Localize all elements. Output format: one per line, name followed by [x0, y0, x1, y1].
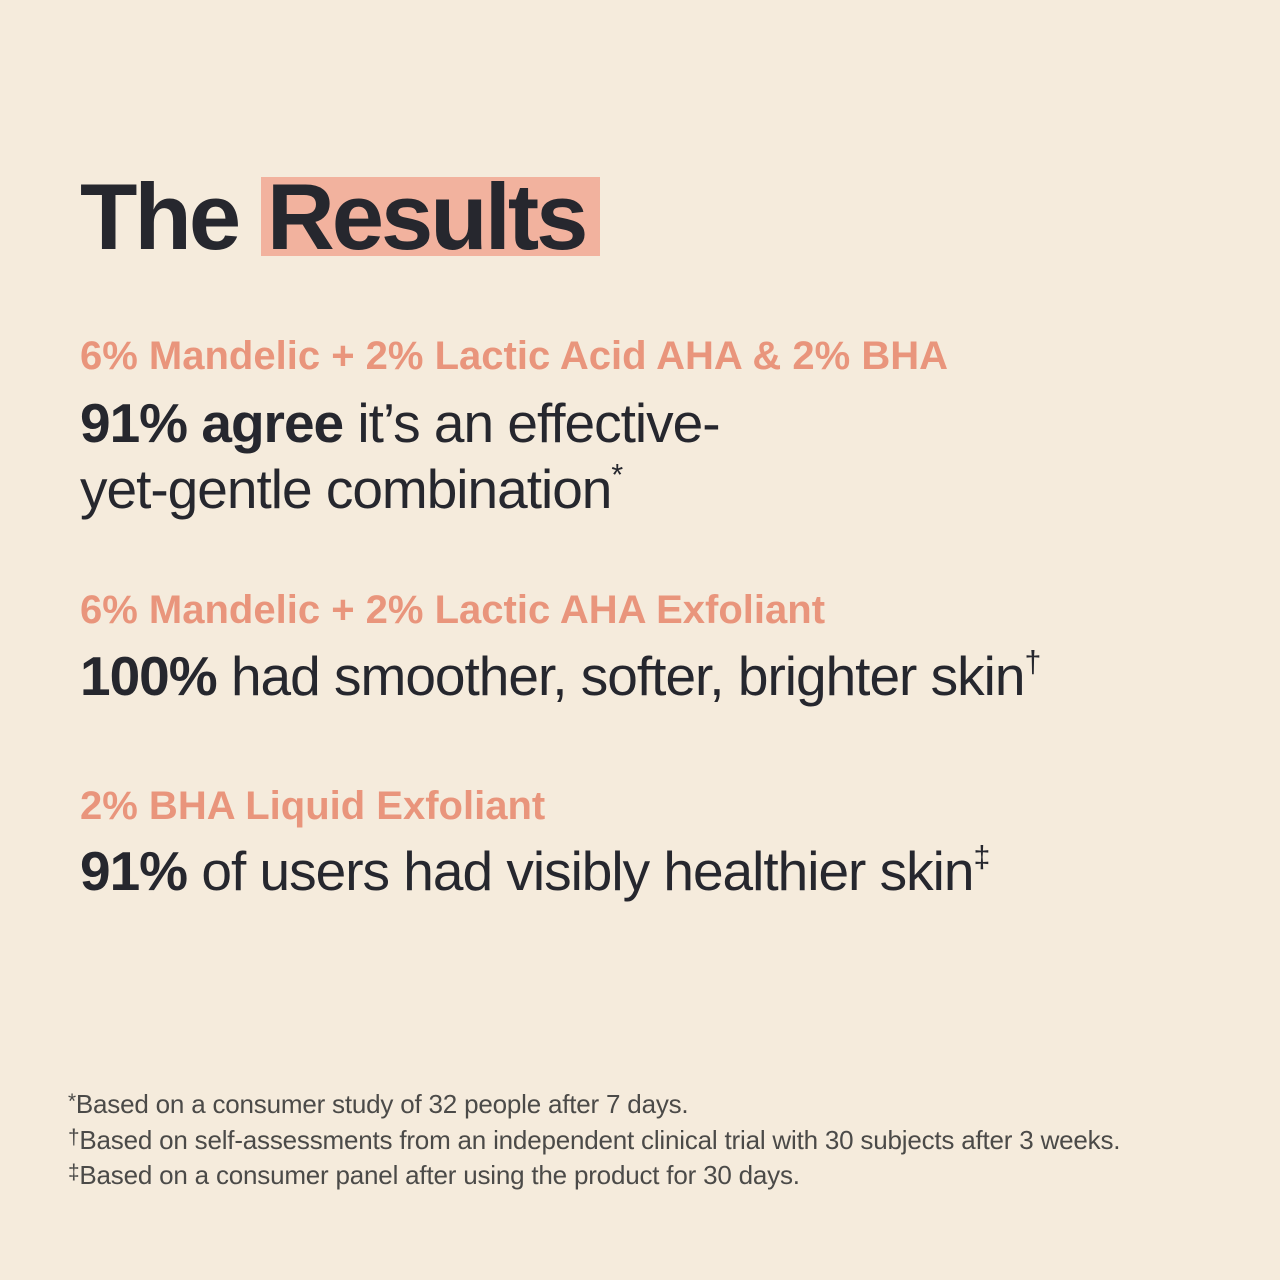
footnote-text: Based on self-assessments from an indepe… [79, 1124, 1121, 1155]
section-header-aha-bha-combo: 6% Mandelic + 2% Lactic Acid AHA & 2% BH… [80, 334, 949, 378]
footnote-text: Based on a consumer study of 32 people a… [75, 1089, 689, 1119]
stat-bha-exfoliant: 91% of users had visibly healthier skin‡ [80, 838, 990, 914]
footnote-text: Based on a consumer panel after using th… [79, 1160, 800, 1190]
footnote-symbol-dagger: † [68, 1125, 80, 1149]
stat-text: of users had visibly healthier skin [187, 840, 974, 902]
footnote-line: ‡Based on a consumer panel after using t… [68, 1159, 1120, 1195]
page-title-prefix: The [80, 164, 262, 269]
footnotes: *Based on a consumer study of 32 people … [68, 1088, 1120, 1195]
stat-text-line1: it’s an effective- [343, 392, 720, 454]
footnote-line: *Based on a consumer study of 32 people … [68, 1088, 1120, 1124]
title-highlight: Results [261, 170, 601, 264]
footnote-symbol-asterisk: * [68, 1090, 76, 1114]
stat-aha-exfoliant: 100% had smoother, softer, brighter skin… [80, 643, 1041, 719]
section-header-aha-exfoliant: 6% Mandelic + 2% Lactic AHA Exfoliant [80, 588, 826, 632]
footnote-marker-double-dagger: ‡ [973, 841, 991, 875]
stat-aha-bha-combo: 91% agree it’s an effective- yet-gentle … [80, 390, 721, 532]
stat-bold-value: 91% agree [80, 392, 344, 454]
footnote-marker-dagger: † [1024, 646, 1042, 680]
footnote-line: †Based on self-assessments from an indep… [68, 1124, 1120, 1160]
page-title: The Results [80, 170, 601, 264]
footnote-marker-asterisk: * [611, 459, 624, 493]
stat-text-line2: yet-gentle combination [80, 458, 612, 520]
section-header-bha-exfoliant: 2% BHA Liquid Exfoliant [80, 784, 546, 828]
stat-text: had smoother, softer, brighter skin [216, 645, 1026, 707]
stat-bold-value: 100% [80, 645, 218, 707]
stat-bold-value: 91% [80, 840, 188, 902]
footnote-symbol-double-dagger: ‡ [68, 1161, 80, 1185]
